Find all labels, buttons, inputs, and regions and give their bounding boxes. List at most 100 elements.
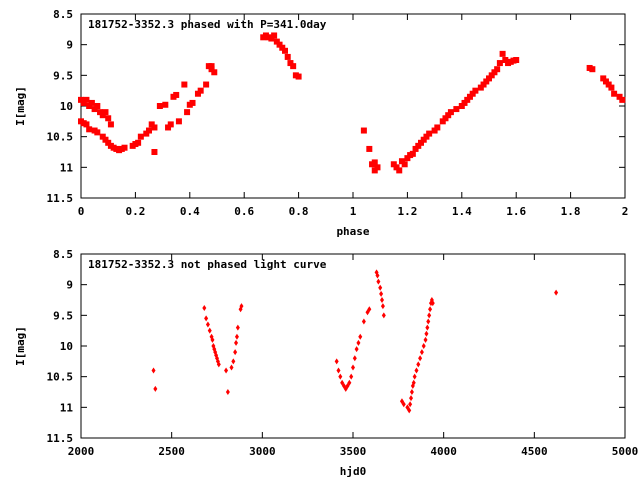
data-point bbox=[409, 150, 416, 157]
x-axis-label: hjd0 bbox=[340, 465, 367, 478]
data-point bbox=[175, 118, 182, 125]
data-point bbox=[235, 324, 240, 331]
y-axis-label: I[mag] bbox=[14, 86, 27, 126]
data-point bbox=[204, 315, 209, 322]
data-point bbox=[616, 93, 623, 100]
data-point bbox=[94, 129, 101, 136]
data-point bbox=[401, 161, 408, 168]
data-point bbox=[423, 336, 428, 343]
data-point bbox=[380, 297, 385, 303]
data-point bbox=[229, 364, 234, 371]
data-point bbox=[146, 127, 152, 134]
y-tick-label: 9.5 bbox=[53, 309, 73, 322]
data-point bbox=[398, 158, 405, 165]
data-point bbox=[393, 164, 400, 171]
y-tick-label: 9 bbox=[66, 39, 73, 52]
data-point bbox=[380, 303, 385, 310]
data-point bbox=[162, 101, 169, 108]
data-point bbox=[426, 318, 431, 325]
y-tick-label: 11.5 bbox=[47, 432, 74, 445]
data-point bbox=[165, 124, 172, 131]
data-point bbox=[608, 84, 615, 91]
data-point bbox=[412, 145, 419, 152]
data-point bbox=[418, 355, 423, 362]
data-point bbox=[189, 99, 196, 106]
data-point bbox=[216, 361, 221, 368]
data-point bbox=[268, 35, 275, 42]
data-point bbox=[554, 289, 559, 296]
y-tick-label: 10.5 bbox=[47, 371, 74, 384]
data-point bbox=[210, 336, 215, 343]
x-tick-label: 2000 bbox=[68, 445, 95, 458]
data-point bbox=[354, 346, 359, 353]
data-point bbox=[434, 124, 441, 131]
y-tick-label: 10 bbox=[60, 340, 73, 353]
data-point bbox=[499, 50, 506, 57]
data-point bbox=[97, 109, 104, 116]
data-point bbox=[347, 379, 352, 386]
data-point bbox=[207, 327, 212, 334]
data-point bbox=[458, 103, 465, 109]
data-point bbox=[605, 81, 612, 88]
data-point bbox=[360, 127, 367, 134]
data-point bbox=[390, 161, 397, 168]
data-point bbox=[336, 367, 341, 374]
data-point bbox=[78, 96, 84, 103]
data-point bbox=[409, 395, 414, 402]
data-point bbox=[352, 355, 357, 362]
x-tick-label: 3000 bbox=[249, 445, 276, 458]
data-point bbox=[619, 96, 626, 103]
data-point bbox=[208, 63, 215, 70]
x-tick-label: 0.2 bbox=[125, 205, 145, 218]
data-point bbox=[287, 60, 294, 67]
data-point bbox=[428, 306, 433, 313]
x-tick-label: 1.6 bbox=[506, 205, 526, 218]
data-point bbox=[418, 139, 424, 146]
data-point bbox=[156, 103, 163, 109]
data-point bbox=[102, 109, 109, 116]
y-tick-label: 11 bbox=[60, 161, 74, 174]
data-point bbox=[483, 78, 490, 85]
data-point bbox=[273, 38, 280, 45]
data-point bbox=[453, 106, 460, 113]
data-point bbox=[153, 385, 158, 392]
data-point bbox=[426, 130, 433, 137]
data-point bbox=[602, 78, 609, 85]
data-point bbox=[224, 367, 229, 374]
data-point bbox=[461, 99, 468, 106]
data-point bbox=[401, 401, 406, 408]
data-point bbox=[105, 139, 112, 146]
data-point bbox=[411, 379, 416, 386]
unphased-light-curve-panel: 2000 2500 3000 3500 4000 4500 5000 8.5 9 9.5 10 10.… bbox=[14, 248, 638, 478]
data-point bbox=[480, 81, 487, 88]
data-point bbox=[135, 139, 142, 146]
plot-frame bbox=[80, 253, 626, 439]
data-point bbox=[404, 155, 411, 162]
data-point bbox=[290, 63, 297, 70]
data-point bbox=[424, 330, 429, 337]
data-point bbox=[151, 124, 158, 131]
data-point bbox=[464, 96, 471, 103]
data-point bbox=[502, 57, 509, 63]
x-tick-label: 4500 bbox=[521, 445, 548, 458]
data-point bbox=[349, 373, 354, 380]
data-point bbox=[208, 66, 215, 73]
x-tick-label: 3500 bbox=[340, 445, 367, 458]
data-point bbox=[121, 144, 128, 151]
data-point bbox=[234, 339, 239, 346]
panel-title: 181752-3352.3 phased with P=341.0day bbox=[88, 18, 327, 31]
data-point bbox=[469, 90, 476, 97]
data-point bbox=[334, 358, 339, 365]
y-tick-label: 10 bbox=[60, 100, 73, 113]
data-point bbox=[466, 93, 473, 100]
data-point bbox=[442, 115, 449, 122]
data-point bbox=[414, 367, 419, 374]
data-point bbox=[151, 149, 158, 155]
data-point bbox=[367, 306, 372, 313]
data-point bbox=[431, 127, 438, 134]
data-point bbox=[91, 106, 98, 113]
data-point bbox=[477, 84, 484, 91]
data-point bbox=[197, 87, 204, 94]
data-point bbox=[611, 90, 618, 97]
data-point bbox=[374, 164, 381, 171]
